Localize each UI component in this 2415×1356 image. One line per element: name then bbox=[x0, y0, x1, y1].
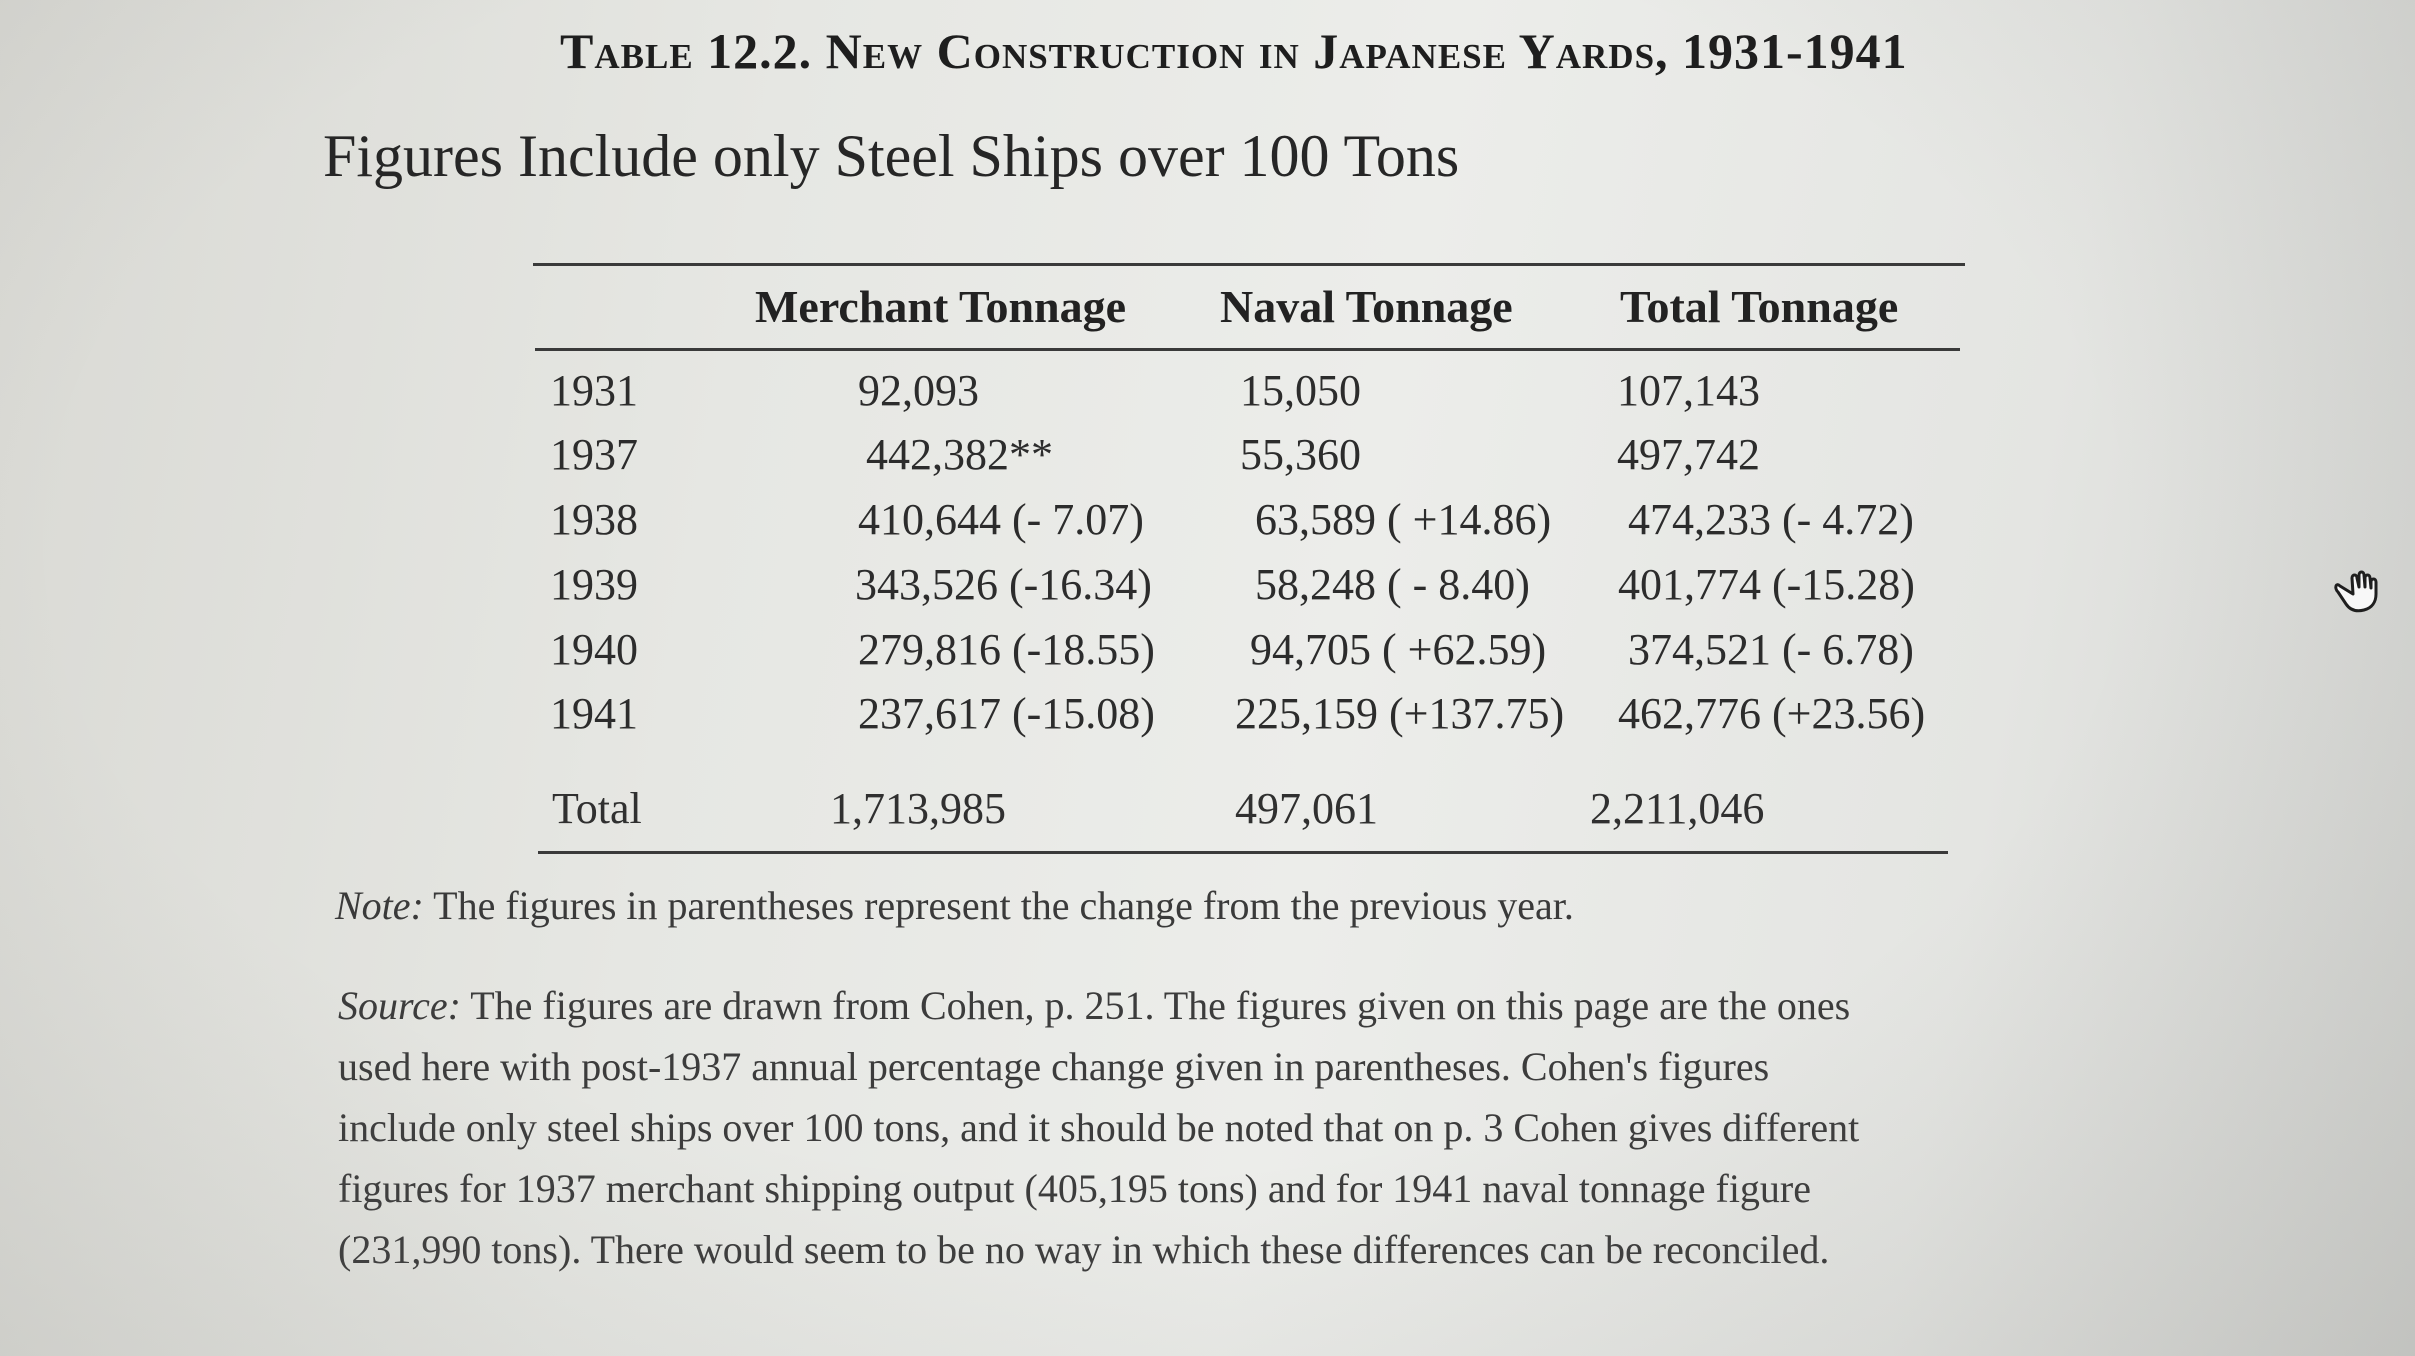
total-merchant: 1,713,985 bbox=[830, 784, 1006, 833]
column-header-total: Total Tonnage bbox=[1620, 281, 1899, 332]
source-line: Source: The figures are drawn from Cohen… bbox=[338, 983, 1851, 1028]
cell-naval: 58,248 ( - 8.40) bbox=[1255, 560, 1530, 609]
cell-naval: 94,705 ( +62.59) bbox=[1250, 625, 1547, 674]
cell-merchant: 442,382** bbox=[866, 430, 1053, 479]
table-row: 1940 279,816 (-18.55) 94,705 ( +62.59) 3… bbox=[0, 624, 2415, 688]
table-subtitle: Figures Include only Steel Ships over 10… bbox=[323, 123, 1460, 189]
source-label: Source: bbox=[338, 983, 461, 1028]
cell-naval: 55,360 bbox=[1240, 430, 1361, 479]
table-row: 1937 442,382** 55,360 497,742 bbox=[0, 429, 2415, 493]
cell-merchant: 92,093 bbox=[858, 366, 979, 415]
cell-naval: 15,050 bbox=[1240, 366, 1361, 415]
table-row: 1931 92,093 15,050 107,143 bbox=[0, 365, 2415, 429]
cell-total: 462,776 (+23.56) bbox=[1618, 689, 1926, 738]
cell-year: 1938 bbox=[550, 495, 638, 544]
cell-merchant: 279,816 (-18.55) bbox=[858, 625, 1155, 674]
totals-label: Total bbox=[552, 784, 642, 833]
table-note: Note: The figures in parentheses represe… bbox=[335, 882, 1574, 929]
cell-total: 474,233 (- 4.72) bbox=[1628, 495, 1914, 544]
cell-year: 1931 bbox=[550, 366, 638, 415]
table-bottom-rule bbox=[538, 851, 1948, 854]
cell-year: 1941 bbox=[550, 689, 638, 738]
table-source: Source: The figures are drawn from Cohen… bbox=[338, 975, 2158, 1280]
cell-year: 1939 bbox=[550, 560, 638, 609]
table-totals-row: Total 1,713,985 497,061 2,211,046 bbox=[0, 783, 2415, 847]
cell-total: 497,742 bbox=[1617, 430, 1760, 479]
cell-naval: 225,159 (+137.75) bbox=[1235, 689, 1565, 738]
cell-merchant: 343,526 (-16.34) bbox=[855, 560, 1152, 609]
table-title: Table 12.2. New Construction in Japanese… bbox=[560, 23, 1908, 79]
total-total: 2,211,046 bbox=[1590, 784, 1765, 833]
cell-merchant: 410,644 (- 7.07) bbox=[858, 495, 1144, 544]
cell-total: 374,521 (- 6.78) bbox=[1628, 625, 1914, 674]
source-line: include only steel ships over 100 tons, … bbox=[338, 1105, 1860, 1150]
cell-naval: 63,589 ( +14.86) bbox=[1255, 495, 1552, 544]
cell-year: 1940 bbox=[550, 625, 638, 674]
table-row: 1941 237,617 (-15.08) 225,159 (+137.75) … bbox=[0, 688, 2415, 752]
column-header-naval: Naval Tonnage bbox=[1220, 281, 1513, 332]
source-line: (231,990 tons). There would seem to be n… bbox=[338, 1227, 1830, 1272]
source-line: figures for 1937 merchant shipping outpu… bbox=[338, 1166, 1812, 1211]
cell-year: 1937 bbox=[550, 430, 638, 479]
cell-total: 107,143 bbox=[1617, 366, 1760, 415]
note-text: The figures in parentheses represent the… bbox=[423, 883, 1574, 928]
hand-grab-icon bbox=[2334, 570, 2378, 613]
cell-merchant: 237,617 (-15.08) bbox=[858, 689, 1155, 738]
column-header-merchant: Merchant Tonnage bbox=[755, 281, 1127, 332]
table-row: 1939 343,526 (-16.34) 58,248 ( - 8.40) 4… bbox=[0, 559, 2415, 623]
table-row: 1938 410,644 (- 7.07) 63,589 ( +14.86) 4… bbox=[0, 494, 2415, 558]
cell-total: 401,774 (-15.28) bbox=[1618, 560, 1915, 609]
note-label: Note: bbox=[335, 883, 424, 928]
total-naval: 497,061 bbox=[1235, 784, 1378, 833]
source-line: used here with post-1937 annual percenta… bbox=[338, 1044, 1770, 1089]
table-header-rule bbox=[535, 348, 1960, 351]
table-top-rule bbox=[533, 263, 1965, 266]
